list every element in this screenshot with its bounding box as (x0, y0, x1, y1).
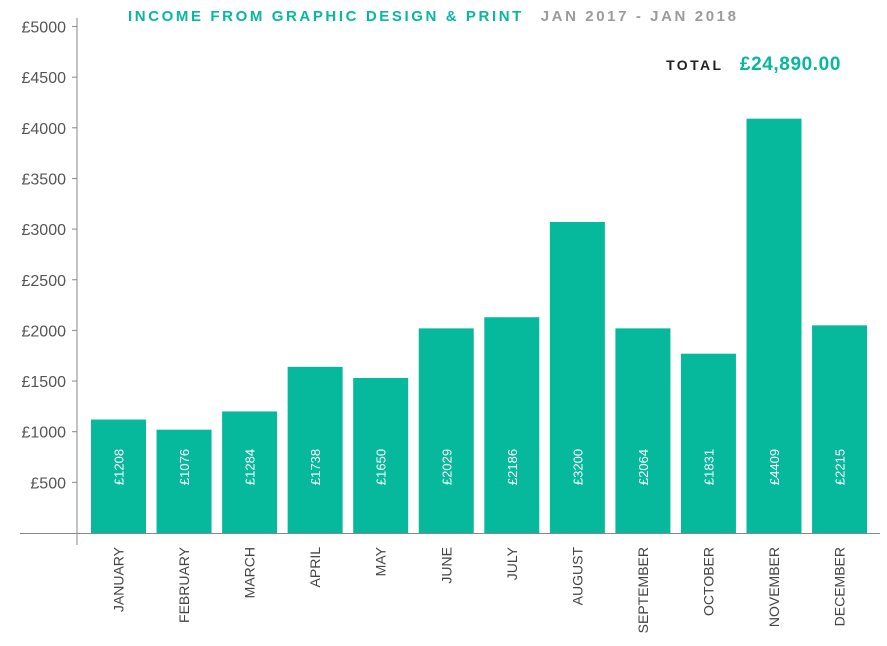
bar-data-label: £1650 (374, 449, 389, 485)
chart-title-block: INCOME FROM GRAPHIC DESIGN & PRINT JAN 2… (128, 8, 739, 25)
bar (353, 378, 409, 533)
y-tick-label: £500 (30, 475, 66, 492)
total-block: TOTAL £24,890.00 (666, 54, 841, 76)
x-tick-label: JULY (504, 546, 520, 580)
x-axis: JANUARY FEBRUARY MARCH APRIL MAY JUNE JULY AUGU… (20, 533, 880, 633)
bar (418, 328, 474, 533)
bar (615, 328, 671, 533)
x-tick-label: SEPTEMBER (635, 547, 651, 633)
bar (680, 353, 736, 533)
x-tick-label: AUGUST (569, 547, 585, 606)
bar-data-label: £1831 (701, 449, 716, 485)
bar-data-label: £2215 (833, 449, 848, 485)
x-tick-label: NOVEMBER (766, 547, 782, 627)
total-value: £24,890.00 (739, 54, 841, 75)
x-tick-label: APRIL (307, 547, 323, 588)
x-tick-label: MARCH (242, 547, 258, 598)
bar-data-label: £2029 (439, 449, 454, 485)
bar (549, 222, 605, 533)
y-tick-label: £5000 (22, 20, 67, 37)
x-tick-label: DECEMBER (832, 547, 848, 626)
total-label: TOTAL (666, 57, 724, 73)
x-tick-label: OCTOBER (700, 547, 716, 616)
bar (287, 366, 343, 533)
bar-data-label: £4409 (767, 449, 782, 485)
bar (222, 411, 278, 533)
y-tick-label: £3000 (22, 222, 67, 239)
bar-data-label: £3200 (570, 449, 585, 485)
bar-data-label: £1284 (243, 449, 258, 485)
x-tick-label: JANUARY (111, 546, 127, 612)
bars: £1208 £1076 £1284 £1738 £1650 £2029 £2186 £3200… (91, 118, 868, 534)
bar (91, 419, 146, 533)
bar (484, 317, 540, 533)
y-axis: £500 £1000 £1500 £2000 £2500 £3000 £3500 £4000 £… (22, 18, 78, 545)
bar-data-label: £2064 (636, 449, 651, 485)
bar (156, 429, 212, 533)
bar-data-label: £2186 (505, 449, 520, 485)
y-tick-label: £4000 (22, 121, 67, 138)
chart-title: INCOME FROM GRAPHIC DESIGN & PRINT (128, 8, 524, 25)
chart-period: JAN 2017 - JAN 2018 (540, 8, 739, 25)
x-tick-label: FEBRUARY (176, 546, 192, 623)
y-tick-label: £1500 (22, 374, 67, 391)
bar (812, 325, 868, 533)
y-tick-label: £3500 (22, 171, 67, 188)
x-tick-label: JUNE (438, 547, 454, 584)
y-tick-label: £4500 (22, 70, 67, 87)
bar (746, 118, 802, 534)
y-tick-label: £2500 (22, 273, 67, 290)
bar-data-label: £1208 (112, 449, 127, 485)
bar-data-label: £1076 (177, 449, 192, 485)
y-tick-label: £1000 (22, 425, 67, 442)
y-tick-label: £2000 (22, 323, 67, 340)
x-tick-label: MAY (373, 546, 389, 576)
bar-data-label: £1738 (308, 449, 323, 485)
